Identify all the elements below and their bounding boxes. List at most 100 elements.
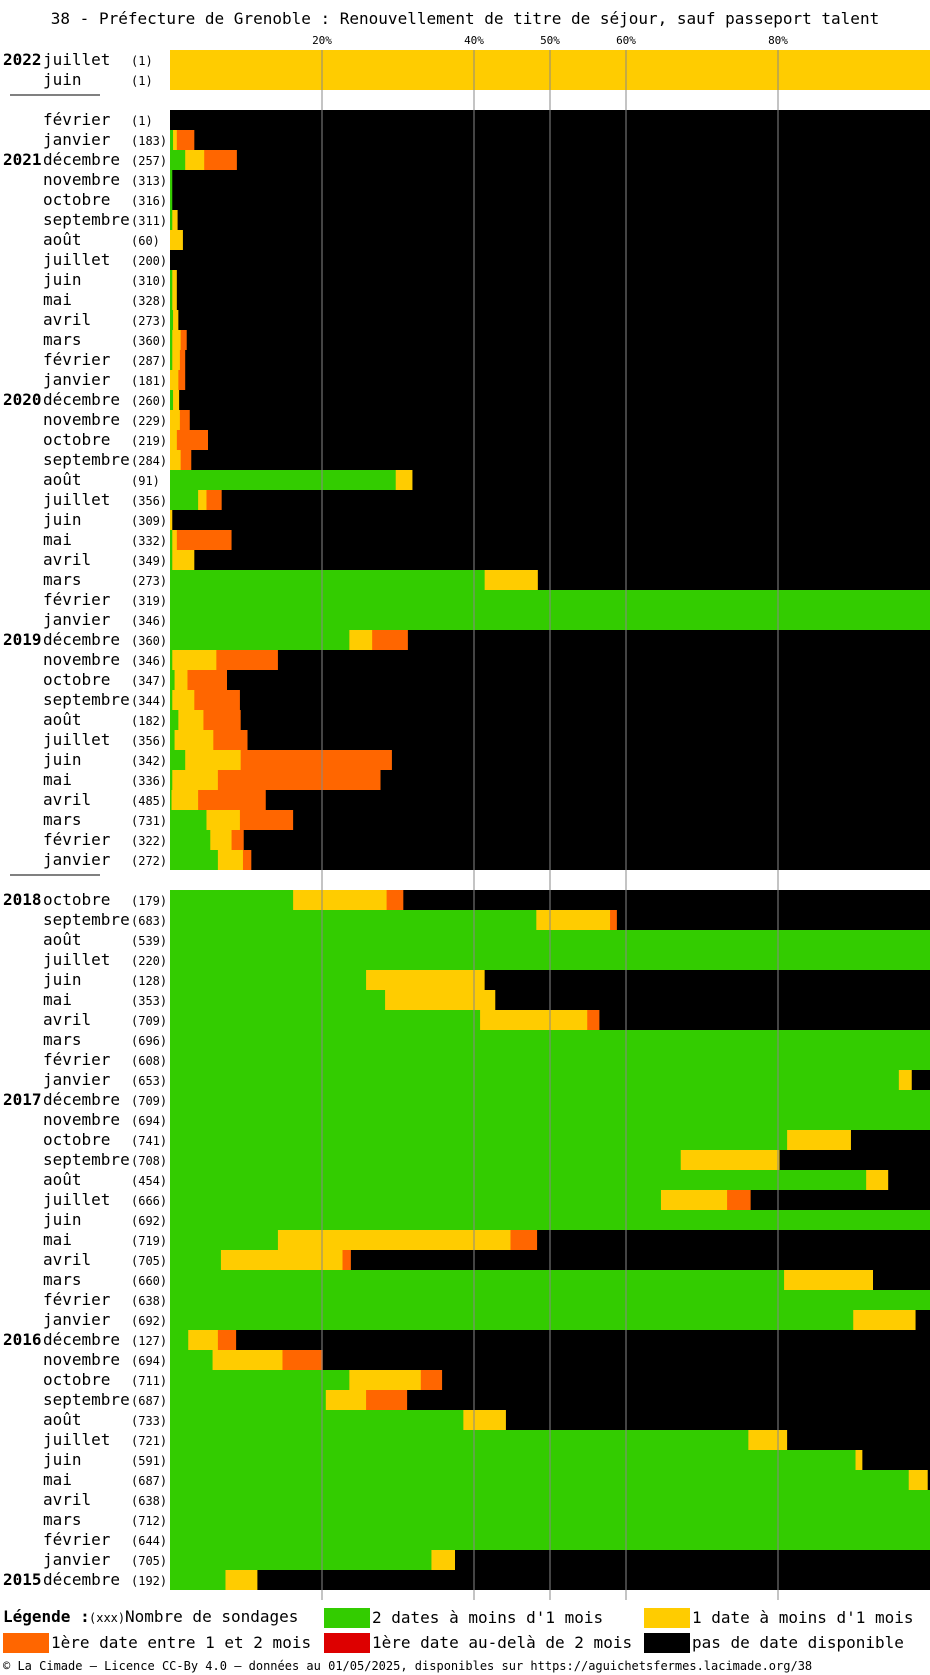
bar-segment <box>239 810 294 830</box>
bar-segment <box>174 730 214 750</box>
month-label: octobre <box>43 1370 110 1389</box>
count-label: (687) <box>131 1474 167 1488</box>
bar-segment <box>784 1270 874 1290</box>
month-label: août <box>43 710 82 729</box>
bar-segment <box>779 1150 930 1170</box>
bar-segment <box>660 1190 728 1210</box>
bar-segment <box>170 510 173 530</box>
bar-segment <box>203 710 242 730</box>
bar-segment <box>898 1070 913 1090</box>
bar-segment <box>908 1470 929 1490</box>
count-label: (360) <box>131 634 167 648</box>
bar-segment <box>170 230 184 250</box>
bar-segment <box>748 1430 788 1450</box>
month-label: janvier <box>43 1070 111 1089</box>
bar-segment <box>170 690 173 710</box>
bar-segment <box>172 290 178 310</box>
bar-segment <box>225 1570 258 1590</box>
month-label: novembre <box>43 650 120 669</box>
bar-segment <box>170 1130 788 1150</box>
count-label: (687) <box>131 1394 167 1408</box>
count-label: (731) <box>131 814 167 828</box>
month-label: juin <box>43 970 82 989</box>
bar-segment <box>170 210 173 230</box>
count-label: (1) <box>131 54 153 68</box>
bar-segment <box>325 1390 367 1410</box>
count-label: (356) <box>131 734 167 748</box>
row-labels: 2022 juillet (1)juin (1)février (1)janvier (1… <box>3 50 167 1589</box>
bar-segment <box>172 650 217 670</box>
bar-segment <box>186 330 930 350</box>
bar-segment <box>231 830 245 850</box>
bar-segment <box>170 490 199 510</box>
bar-segment <box>170 130 174 150</box>
bar-segment <box>187 670 228 690</box>
count-label: (257) <box>131 154 167 168</box>
month-label: octobre <box>43 190 110 209</box>
axis-ticks: 20% 40% 50% 60% 80% <box>312 34 788 47</box>
bar-segment <box>170 630 350 650</box>
legend-count-marker: (xxx) <box>89 1611 125 1625</box>
month-label: décembre <box>43 630 120 649</box>
bar-segment <box>170 1450 857 1470</box>
bar-segment <box>395 470 413 490</box>
count-label: (485) <box>131 794 167 808</box>
bar-segment <box>170 330 173 350</box>
count-label: (608) <box>131 1054 167 1068</box>
month-label: mars <box>43 1270 82 1289</box>
count-label: (1) <box>131 114 153 128</box>
month-label: mai <box>43 1230 72 1249</box>
bar-segment <box>170 1470 910 1490</box>
count-label: (181) <box>131 374 167 388</box>
bar-segment <box>198 490 207 510</box>
month-label: mars <box>43 1510 82 1529</box>
bar-segment <box>170 650 173 670</box>
year-label: 2020 <box>3 390 42 409</box>
bar-segment <box>174 670 188 690</box>
month-label: juillet <box>43 1190 110 1209</box>
count-label: (182) <box>131 714 167 728</box>
month-label: février <box>43 1050 111 1069</box>
count-label: (219) <box>131 434 167 448</box>
count-label: (638) <box>131 1294 167 1308</box>
count-label: (708) <box>131 1154 167 1168</box>
count-label: (694) <box>131 1114 167 1128</box>
bar-segment <box>172 690 195 710</box>
bar-segment <box>172 170 930 190</box>
bar-segment <box>536 910 611 930</box>
bar-segment <box>217 770 382 790</box>
count-label: (741) <box>131 1134 167 1148</box>
bar-segment <box>293 890 388 910</box>
count-label: (273) <box>131 314 167 328</box>
bar-segment <box>170 970 367 990</box>
count-label: (220) <box>131 954 167 968</box>
axis-tick-label: 40% <box>464 34 484 47</box>
bar-segment <box>170 410 181 430</box>
bar-segment <box>185 150 205 170</box>
count-label: (696) <box>131 1034 167 1048</box>
bar-segment <box>850 1130 930 1150</box>
bar-segment <box>170 350 173 370</box>
bar-segment <box>431 1550 456 1570</box>
month-label: novembre <box>43 170 120 189</box>
month-label: janvier <box>43 1550 111 1569</box>
month-label: septembre <box>43 910 130 929</box>
bar-segment <box>888 1170 930 1190</box>
bar-segment <box>242 850 252 870</box>
bar-segment <box>170 1250 222 1270</box>
axis-tick-label: 50% <box>540 34 560 47</box>
month-label: octobre <box>43 670 110 689</box>
bar-segment <box>217 850 244 870</box>
count-label: (660) <box>131 1274 167 1288</box>
bar-segment <box>265 790 930 810</box>
bar-segment <box>231 530 930 550</box>
month-label: juillet <box>43 730 110 749</box>
count-label: (644) <box>131 1534 167 1548</box>
month-label: juin <box>43 270 82 289</box>
bar-segment <box>221 490 930 510</box>
count-label: (1) <box>131 74 153 88</box>
bar-segment <box>277 1230 511 1250</box>
bar-segment <box>176 290 930 310</box>
month-label: janvier <box>43 610 111 629</box>
bar-segment <box>217 1330 237 1350</box>
